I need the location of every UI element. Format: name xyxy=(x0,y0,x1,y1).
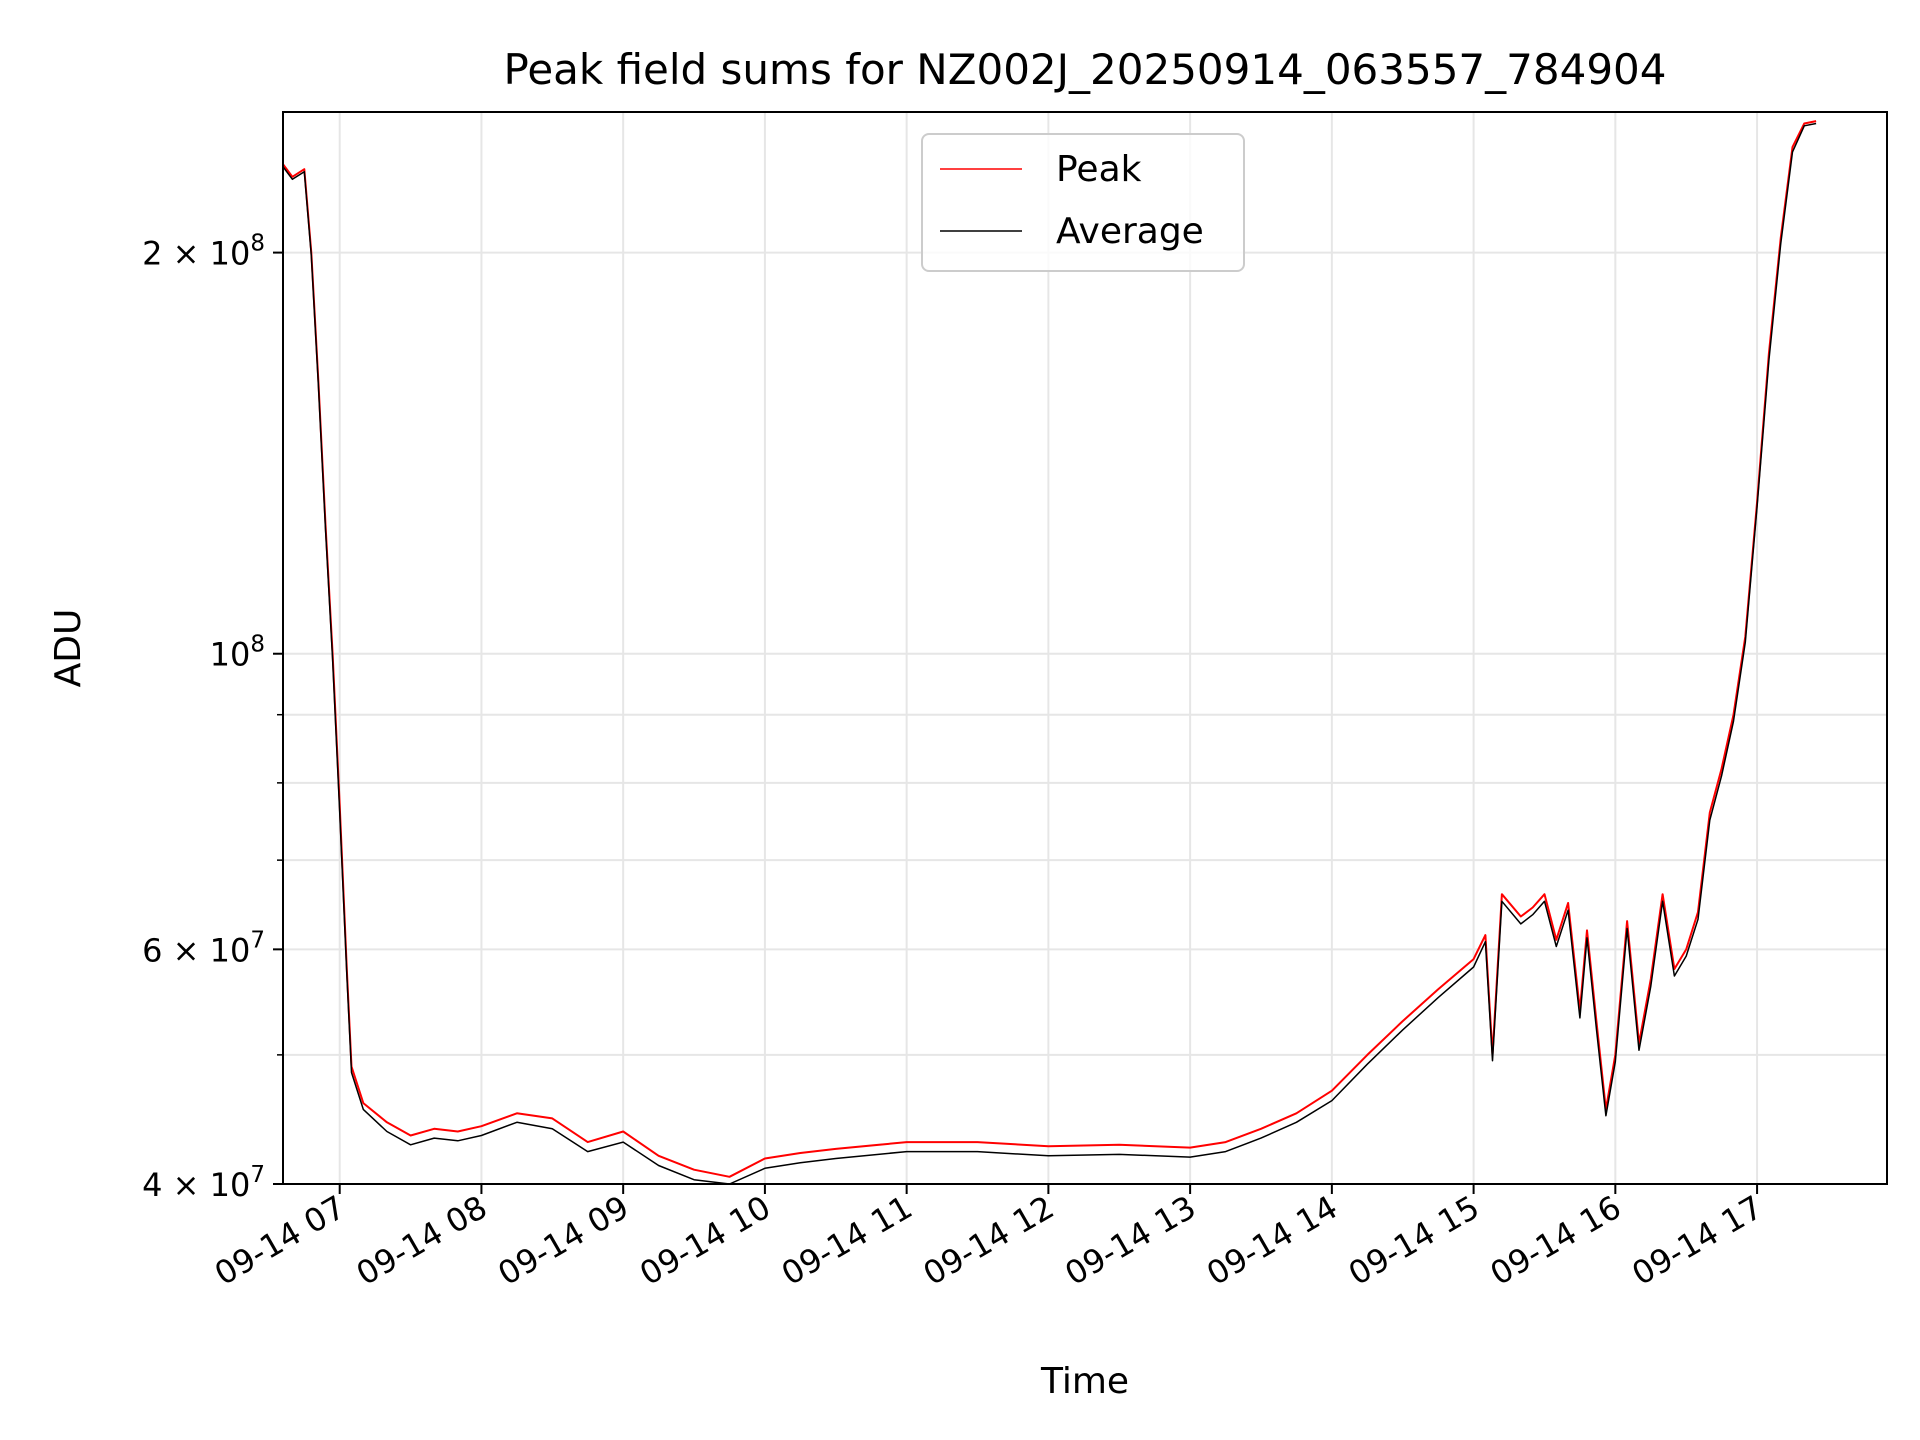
y-axis-ticks: 4 × 107 6 × 107 108 2 × 108 xyxy=(142,231,283,1204)
plot-frame xyxy=(282,111,1888,1185)
legend-label-peak: Peak xyxy=(1056,149,1142,190)
y-axis-label: ADU xyxy=(48,609,89,688)
y-tick-label: 108 xyxy=(210,632,265,674)
chart-title: Peak field sums for NZ002J_20250914_0635… xyxy=(504,45,1667,94)
x-axis-label: Time xyxy=(1040,1361,1129,1402)
legend: Peak Average xyxy=(921,133,1245,272)
y-tick-label: 4 × 107 xyxy=(142,1162,265,1204)
y-tick-label: 2 × 108 xyxy=(142,231,265,273)
series-line-peak xyxy=(283,120,1817,1178)
series-line-average xyxy=(283,122,1817,1184)
series-group xyxy=(283,120,1817,1184)
legend-label-average: Average xyxy=(1056,211,1204,252)
y-tick-label: 6 × 107 xyxy=(142,927,265,969)
